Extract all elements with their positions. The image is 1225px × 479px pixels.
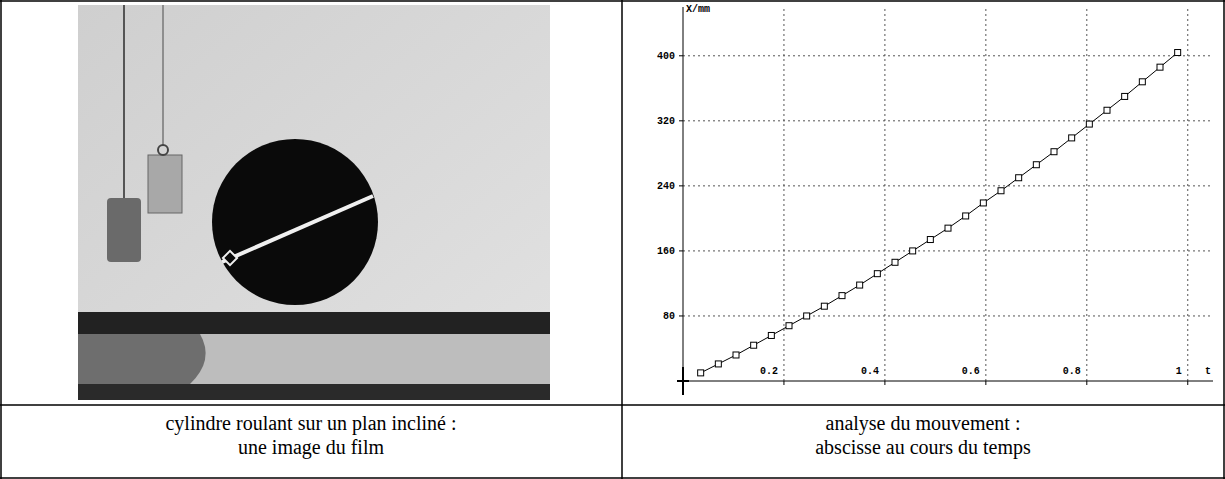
tick-label: 160: [657, 246, 675, 257]
grid-line: [985, 7, 986, 381]
grid-line: [683, 120, 1213, 121]
data-point: [1139, 79, 1145, 85]
chart: 80 160 240 320 400 0.2 0.4 0.6 0.8 1 X/mm t: [657, 4, 1213, 395]
grid-line: [783, 7, 784, 381]
data-point: [945, 225, 951, 231]
data-point: [1104, 107, 1110, 113]
table-frame: [0, 0, 1225, 479]
weight: [107, 198, 141, 262]
weight: [148, 155, 182, 213]
tick-label: 0.8: [1063, 366, 1081, 377]
grid-line: [1187, 7, 1188, 381]
tick: [679, 315, 683, 316]
data-point: [874, 271, 880, 277]
caption: analyse du mouvement :: [826, 412, 1021, 435]
data-point: [733, 352, 739, 358]
figure: cylindre roulant sur un plan incliné :un…: [0, 0, 1225, 479]
data-point: [804, 313, 810, 319]
data-point: [786, 323, 792, 329]
tick-label: 80: [663, 311, 675, 322]
tick: [1086, 381, 1087, 385]
tick-label: 0.6: [962, 366, 980, 377]
data-point: [998, 188, 1004, 194]
data-point: [927, 237, 933, 243]
grid-line: [683, 185, 1213, 186]
table-border: [1223, 0, 1225, 479]
table-border: [621, 0, 623, 479]
data-point: [839, 293, 845, 299]
y-axis: [683, 7, 684, 381]
data-point: [963, 213, 969, 219]
plane: [78, 334, 550, 384]
tick-label: 400: [657, 51, 675, 62]
data-point: [910, 248, 916, 254]
data-point: [1157, 64, 1163, 70]
table-border: [0, 0, 2, 479]
table-border: [0, 477, 1225, 479]
caption: abscisse au cours du temps: [815, 436, 1031, 459]
rail: [78, 384, 550, 400]
photo-background: [78, 5, 550, 400]
tick-label: 1: [1176, 366, 1182, 377]
cylinder: [212, 139, 378, 305]
grid-line: [1086, 7, 1087, 381]
tick: [679, 120, 683, 121]
cylinder-mark: [222, 196, 373, 262]
caption: une image du film: [238, 436, 385, 459]
data-point: [715, 361, 721, 367]
tick-label: 0.2: [760, 366, 778, 377]
grid-line: [884, 7, 885, 381]
rail: [78, 312, 550, 334]
tick: [679, 250, 683, 251]
tick-label: 240: [657, 181, 675, 192]
photo: [78, 5, 550, 400]
tick: [679, 185, 683, 186]
string: [162, 5, 164, 145]
tick: [783, 381, 784, 385]
data-point: [821, 303, 827, 309]
data-point: [768, 332, 774, 338]
caption: cylindre roulant sur un plan incliné :: [165, 412, 456, 435]
grid-line: [683, 315, 1213, 316]
tick: [985, 381, 986, 385]
table-border: [0, 404, 1225, 406]
plot-area: [698, 50, 1181, 376]
data-point: [1122, 93, 1128, 99]
grid-line: [683, 55, 1213, 56]
data-point: [980, 200, 986, 206]
tick-label: 320: [657, 116, 675, 127]
data-point: [751, 342, 757, 348]
shadow: [78, 334, 206, 384]
data-point: [1069, 135, 1075, 141]
string: [123, 5, 125, 200]
tracking-point: [223, 251, 237, 265]
tick: [1187, 381, 1188, 385]
hook: [158, 145, 168, 155]
axis-title: t: [1205, 366, 1211, 377]
data-point: [698, 370, 704, 376]
data-point: [1033, 162, 1039, 168]
tick: [679, 55, 683, 56]
x-axis: [683, 381, 1213, 382]
origin-cross: [682, 367, 684, 395]
data-line: [701, 53, 1178, 373]
data-point: [1051, 149, 1057, 155]
data-point: [1175, 50, 1181, 56]
table-border: [0, 0, 1225, 2]
axis-title: X/mm: [686, 4, 710, 15]
tick: [884, 381, 885, 385]
data-point: [1016, 175, 1022, 181]
data-point: [857, 282, 863, 288]
data-point: [892, 259, 898, 265]
grid-line: [683, 250, 1213, 251]
tick-label: 0.4: [861, 366, 879, 377]
data-point: [1086, 121, 1092, 127]
